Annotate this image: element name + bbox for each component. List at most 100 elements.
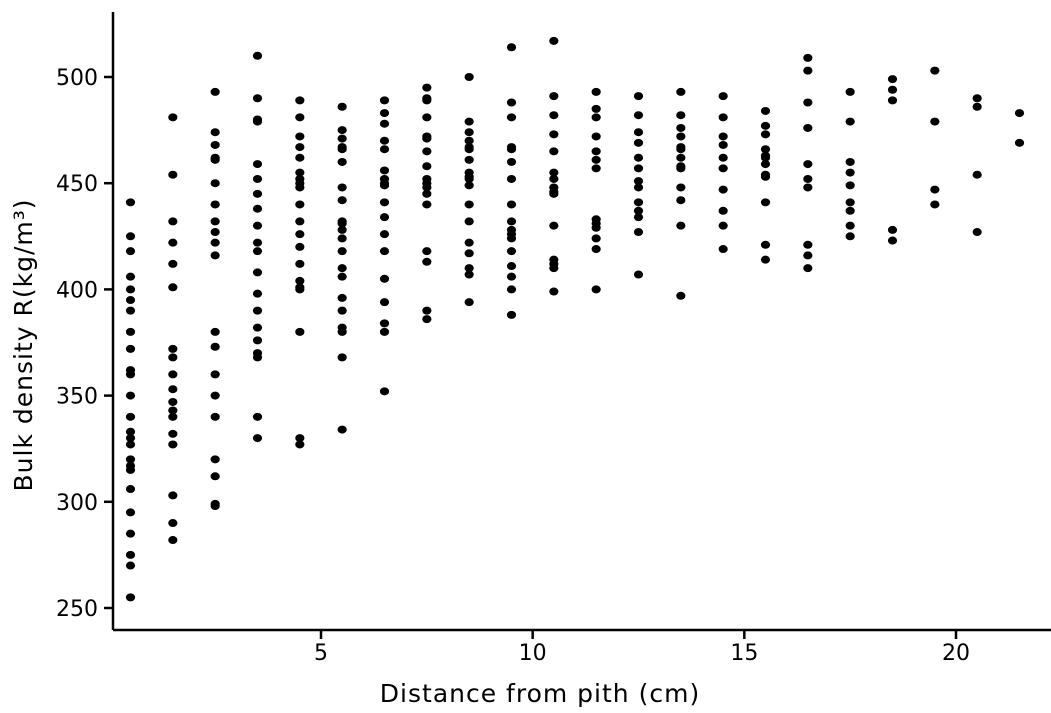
data-point xyxy=(633,138,644,147)
data-point xyxy=(295,285,305,294)
data-point xyxy=(549,92,559,101)
data-point xyxy=(210,327,220,336)
data-point xyxy=(464,181,474,190)
data-point xyxy=(845,87,855,96)
data-point xyxy=(295,276,305,285)
data-point xyxy=(633,92,644,101)
data-point xyxy=(125,285,136,294)
data-point xyxy=(295,217,305,226)
data-point xyxy=(210,217,220,226)
data-point xyxy=(379,96,390,105)
data-point xyxy=(210,87,220,96)
data-point xyxy=(845,117,855,126)
data-point xyxy=(295,132,305,141)
data-point xyxy=(168,440,178,449)
data-point xyxy=(337,225,347,234)
data-point xyxy=(125,427,136,436)
data-point xyxy=(125,508,136,517)
data-point xyxy=(464,117,474,126)
data-point xyxy=(845,181,855,190)
data-point xyxy=(506,217,517,226)
data-point xyxy=(125,485,136,494)
data-point xyxy=(803,98,813,107)
data-point xyxy=(210,251,220,260)
data-point xyxy=(718,221,728,230)
data-point xyxy=(295,434,305,443)
data-point xyxy=(168,385,178,394)
y-axis-title: Bulk density R(kg/m³) xyxy=(9,199,38,492)
data-point xyxy=(506,174,517,183)
data-point xyxy=(972,170,982,179)
data-point xyxy=(633,183,644,192)
data-point xyxy=(337,272,347,281)
data-point xyxy=(168,238,178,247)
data-point xyxy=(379,327,390,336)
data-point xyxy=(506,247,517,256)
data-point xyxy=(718,164,728,173)
data-point xyxy=(930,200,940,209)
data-point xyxy=(422,189,432,198)
data-point xyxy=(718,185,728,194)
data-point xyxy=(295,183,305,192)
data-point xyxy=(295,440,305,449)
data-point xyxy=(1014,138,1025,147)
data-point xyxy=(379,166,390,175)
data-point xyxy=(464,238,474,247)
data-point xyxy=(125,529,136,538)
data-point xyxy=(760,121,771,130)
data-point xyxy=(633,270,644,279)
data-point xyxy=(591,245,601,254)
data-point xyxy=(168,429,178,438)
data-point xyxy=(845,206,855,215)
data-point xyxy=(168,412,178,421)
data-point xyxy=(760,198,771,207)
data-point xyxy=(295,143,305,152)
data-point xyxy=(210,472,220,481)
data-point xyxy=(422,183,432,192)
data-point xyxy=(676,221,686,230)
data-point xyxy=(972,228,982,237)
data-point xyxy=(422,247,432,256)
data-point xyxy=(887,236,898,245)
data-point xyxy=(252,221,263,230)
data-point xyxy=(337,157,347,166)
data-point xyxy=(845,221,855,230)
data-point xyxy=(379,230,390,239)
data-point xyxy=(168,217,178,226)
data-point xyxy=(464,249,474,258)
x-tick-label: 15 xyxy=(730,641,758,666)
data-point xyxy=(337,425,347,434)
data-point xyxy=(464,200,474,209)
data-point xyxy=(379,298,390,307)
data-point xyxy=(803,174,813,183)
data-point xyxy=(549,168,559,177)
data-point xyxy=(633,213,644,222)
data-point xyxy=(379,119,390,128)
data-point xyxy=(422,162,432,171)
data-point xyxy=(591,147,601,156)
data-point xyxy=(591,104,601,113)
data-point xyxy=(252,412,263,421)
data-point xyxy=(337,145,347,154)
data-point xyxy=(464,136,474,145)
data-point xyxy=(295,200,305,209)
data-point xyxy=(803,53,813,62)
data-point xyxy=(422,83,432,92)
data-point xyxy=(168,397,178,406)
data-point xyxy=(633,198,644,207)
data-point xyxy=(168,406,178,415)
data-point xyxy=(549,264,559,273)
data-point xyxy=(125,434,136,443)
data-point xyxy=(125,561,136,570)
data-point xyxy=(337,196,347,205)
x-tick-label: 20 xyxy=(942,641,970,666)
data-point xyxy=(633,177,644,186)
data-point xyxy=(337,102,347,111)
data-point xyxy=(718,206,728,215)
data-point xyxy=(379,109,390,118)
data-point xyxy=(760,172,771,181)
data-point xyxy=(506,310,517,319)
data-point xyxy=(379,319,390,328)
data-point xyxy=(549,147,559,156)
data-point xyxy=(760,255,771,264)
